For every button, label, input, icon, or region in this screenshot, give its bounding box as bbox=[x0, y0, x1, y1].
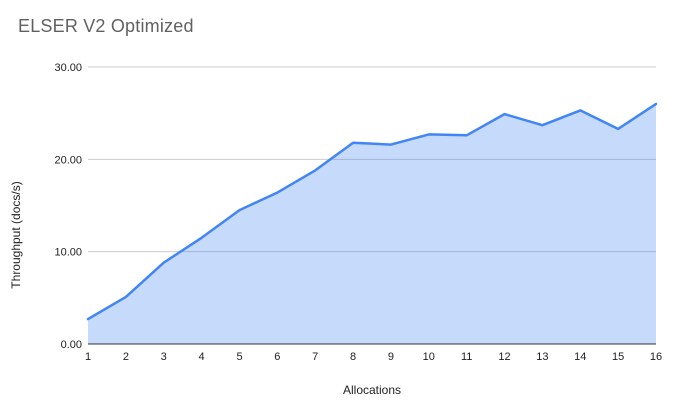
y-tick-label: 20.00 bbox=[54, 154, 82, 166]
x-tick-label: 2 bbox=[123, 351, 129, 363]
y-tick-label: 0.00 bbox=[61, 339, 82, 351]
chart-title: ELSER V2 Optimized bbox=[18, 16, 194, 36]
x-axis-title: Allocations bbox=[343, 383, 401, 397]
series-line bbox=[86, 102, 658, 321]
y-tick-label: 30.00 bbox=[54, 62, 82, 74]
series-fill bbox=[88, 103, 656, 345]
x-tick-label: 6 bbox=[274, 351, 280, 363]
x-tick-label: 4 bbox=[199, 351, 205, 363]
x-tick-label: 14 bbox=[574, 351, 586, 363]
x-tick-label: 12 bbox=[498, 351, 510, 363]
x-tick-label: 13 bbox=[536, 351, 548, 363]
x-tick-label: 16 bbox=[650, 351, 662, 363]
x-tick-label: 8 bbox=[350, 351, 356, 363]
x-tick-label: 1 bbox=[85, 351, 91, 363]
x-tick-label: 15 bbox=[612, 351, 624, 363]
y-axis-title: Throughput (docs/s) bbox=[9, 181, 23, 288]
x-tick-label: 7 bbox=[312, 351, 318, 363]
series-area bbox=[86, 102, 658, 345]
x-tick-label: 3 bbox=[161, 351, 167, 363]
x-tick-label: 9 bbox=[388, 351, 394, 363]
x-tick-label: 5 bbox=[236, 351, 242, 363]
x-tick-label: 11 bbox=[461, 351, 472, 363]
y-tick-label: 10.00 bbox=[54, 247, 82, 259]
x-tick-label: 10 bbox=[423, 351, 435, 363]
